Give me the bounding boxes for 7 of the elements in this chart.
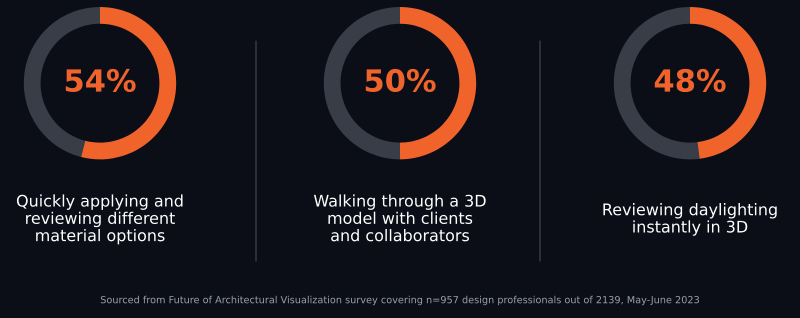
text: Reviewing daylighting instantly in 3D (603, 203, 777, 236)
data-label: 50% (366, 68, 436, 92)
text: Walking through a 3D model with clients and collaborators (314, 194, 486, 242)
text: Quickly applying and reviewing different material options (16, 194, 182, 244)
text: Sourced from Future of Architectural Visualization survey covering n=957 design professionals out of 2139, May-June 2023 (100, 296, 699, 306)
data-label: 54% (66, 68, 136, 92)
data-label: 48% (654, 68, 726, 92)
